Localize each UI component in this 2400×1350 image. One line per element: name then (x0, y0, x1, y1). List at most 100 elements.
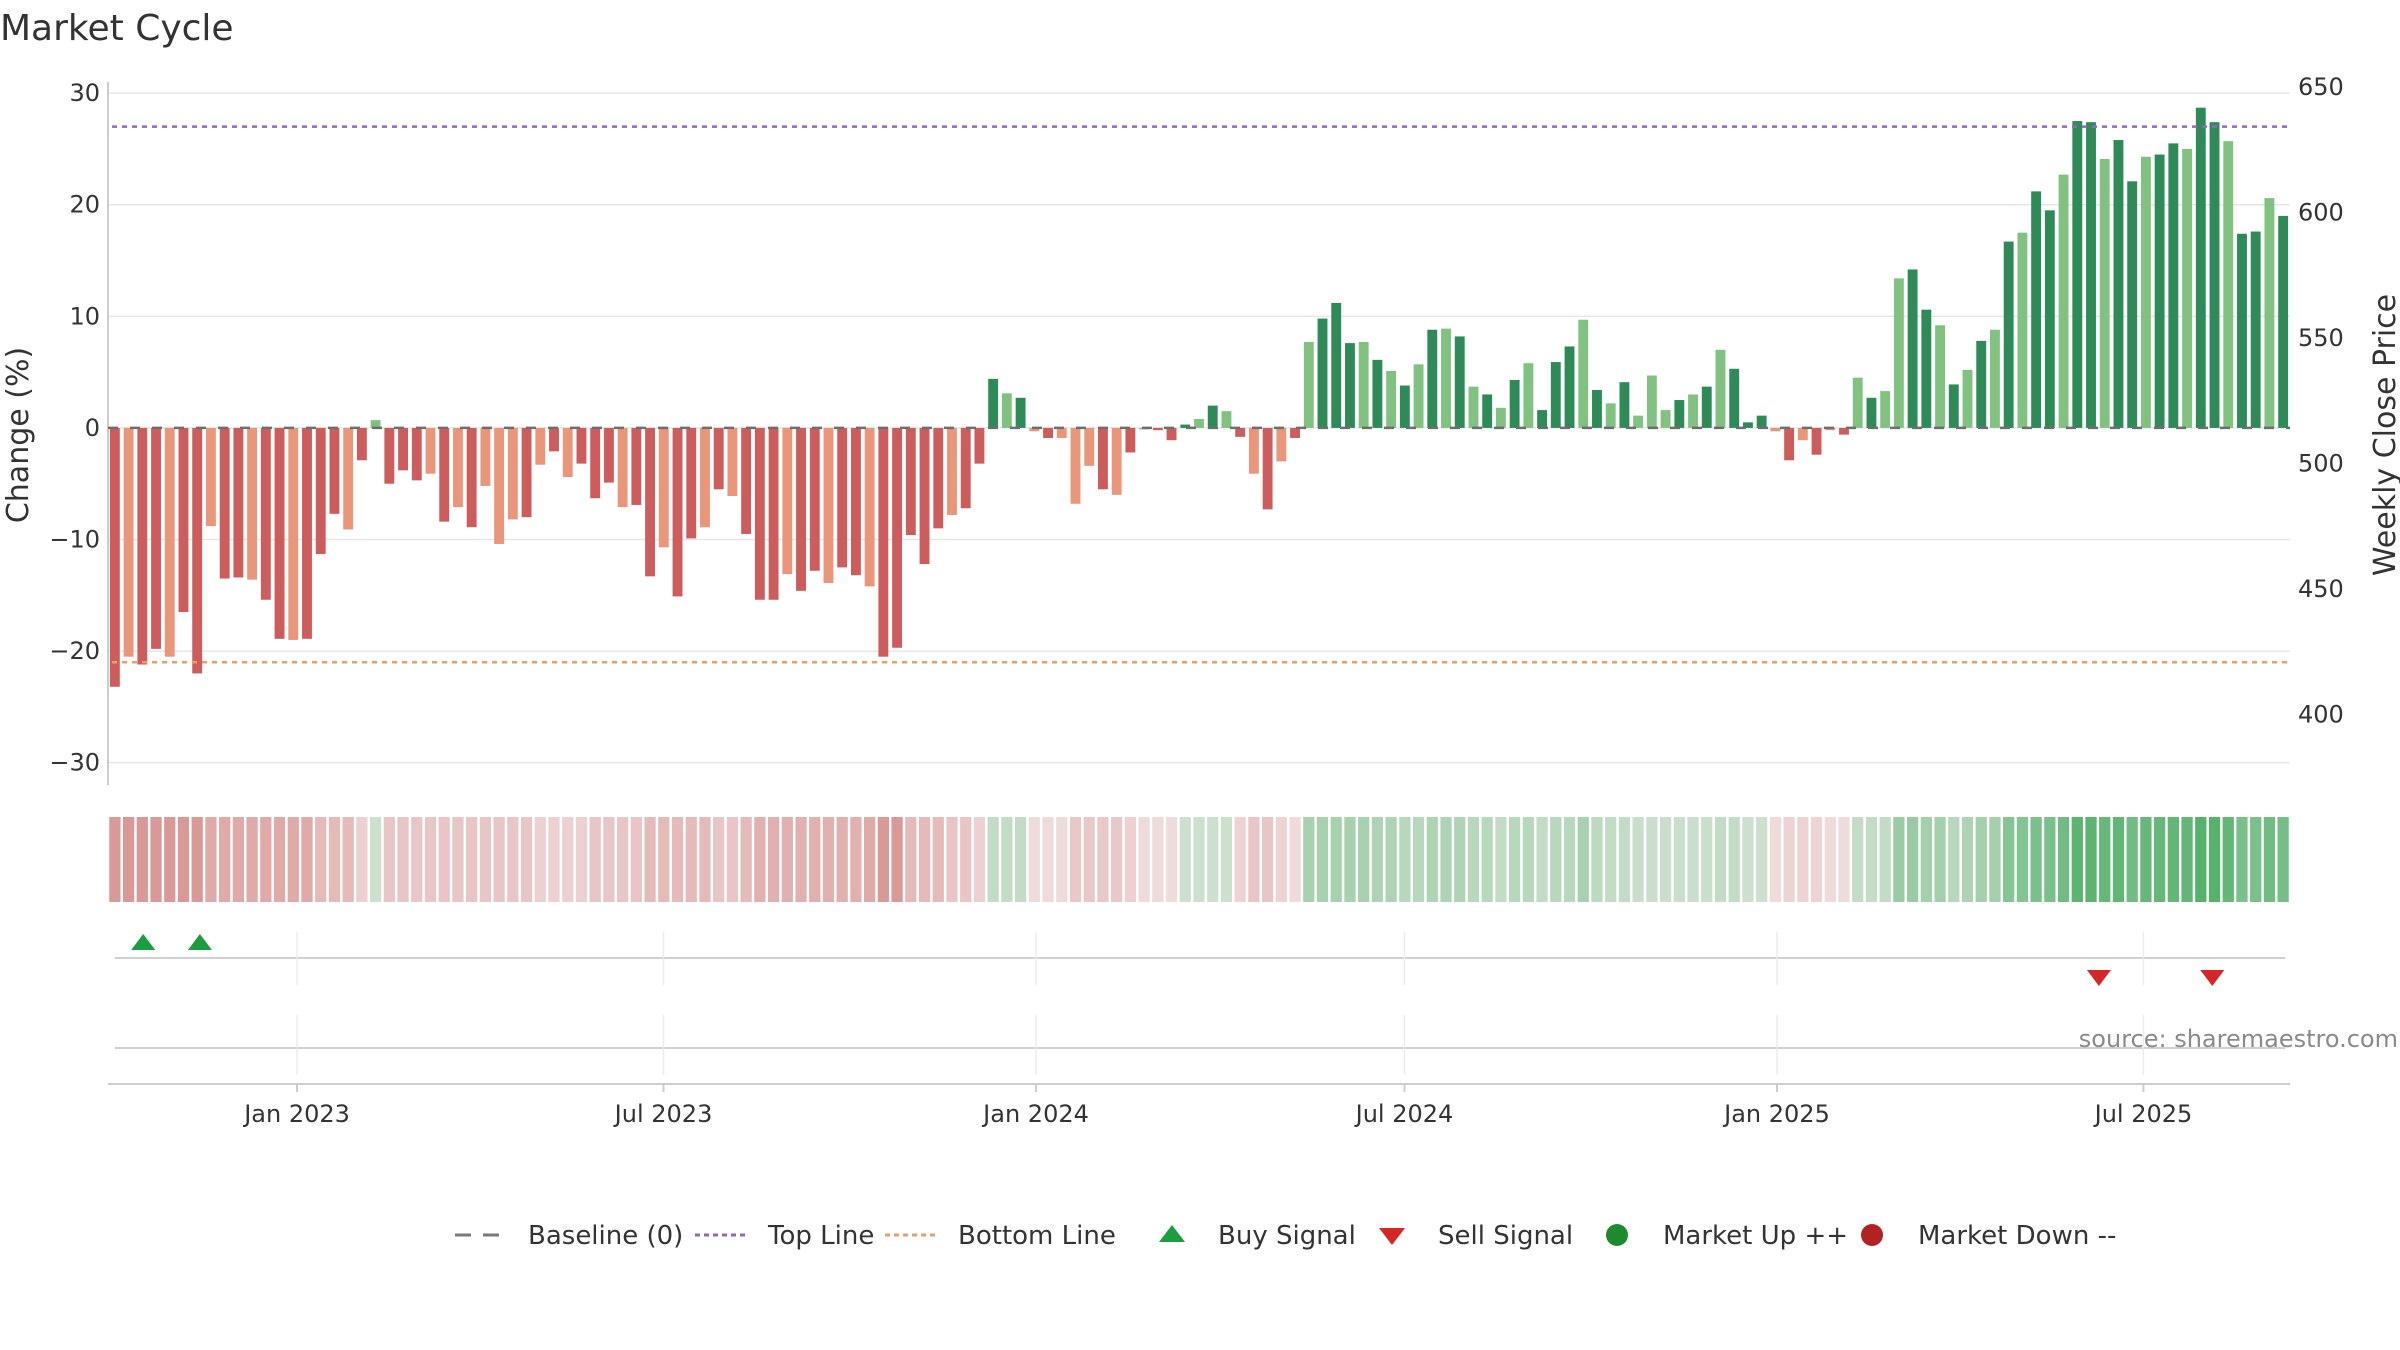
heat-cell (2236, 817, 2248, 902)
bar (205, 427, 216, 527)
bar (1125, 427, 1136, 453)
bar (123, 427, 134, 657)
heat-cell (466, 817, 478, 902)
bar (1482, 394, 1493, 428)
bar (2031, 191, 2042, 428)
heat-cell (2016, 817, 2029, 902)
bar (1935, 325, 1945, 428)
bar (1852, 377, 1863, 428)
bar (2140, 156, 2151, 428)
heat-cell (562, 817, 574, 902)
x-tick-label: Jul 2024 (1354, 1100, 1454, 1128)
bar (1166, 427, 1177, 441)
heat-cell (1303, 817, 1315, 902)
heat-cell (877, 817, 889, 902)
bar (1441, 328, 1451, 428)
heat-cell (438, 817, 450, 902)
heat-cell (1948, 817, 1960, 902)
heat-cell (1893, 817, 1905, 902)
bar (164, 427, 175, 657)
heat-cell (383, 817, 395, 902)
bar (1015, 397, 1026, 428)
heat-cell (2112, 817, 2125, 902)
heat-cell (2222, 817, 2234, 902)
bar (1578, 319, 1589, 428)
heat-cell (424, 817, 437, 902)
heat-cell (1550, 817, 1562, 902)
bar (466, 427, 477, 528)
heat-cell (891, 817, 903, 902)
heat-cell (1824, 817, 1836, 902)
buy-signal-marker (131, 934, 156, 950)
bar (2237, 233, 2247, 428)
bar (1742, 422, 1753, 428)
heat-cell (1275, 817, 1287, 902)
heat-cell (411, 817, 423, 902)
heat-cell (1467, 817, 1480, 902)
bar (549, 427, 559, 452)
bar (1770, 427, 1781, 432)
heat-cell (1330, 817, 1342, 902)
heat-cell (548, 817, 560, 902)
bar (1619, 382, 1630, 428)
heat-cell (1838, 817, 1850, 902)
bar (356, 427, 367, 461)
bar (905, 427, 916, 536)
legend: Baseline (0) Top Line Bottom Line Buy Signa… (455, 1221, 2116, 1251)
heat-cell (2140, 817, 2152, 902)
heat-cell (987, 817, 999, 902)
heat-cell (1316, 817, 1329, 902)
bar (1194, 418, 1204, 428)
bar (1276, 427, 1287, 462)
heat-cell (1138, 817, 1150, 902)
heat-cell (1124, 817, 1137, 902)
bar (837, 427, 848, 568)
bar (1729, 368, 1740, 428)
bar (521, 427, 532, 518)
legend-item: Bottom Line (885, 1221, 1116, 1251)
heat-cell (2085, 817, 2097, 902)
heat-cell (301, 817, 313, 902)
heat-cell (1152, 817, 1164, 902)
heat-cell (1879, 817, 1891, 902)
bar (1290, 427, 1300, 438)
bar (1605, 403, 1616, 428)
heat-cell (1261, 817, 1274, 902)
heat-cell (479, 817, 492, 902)
bar (1454, 336, 1465, 428)
bar (1509, 379, 1520, 428)
heat-cell (2167, 817, 2179, 902)
bar (919, 427, 930, 565)
heat-cell (1248, 817, 1260, 902)
y2-tick-label: 450 (2298, 575, 2344, 603)
heat-cell (177, 817, 190, 902)
bar (1839, 427, 1849, 435)
heat-cell (273, 817, 286, 902)
bar (1907, 269, 1918, 428)
legend-swatch (1606, 1224, 1628, 1246)
y-tick-label: −30 (49, 749, 100, 777)
heat-cell (1961, 817, 1974, 902)
bar (631, 427, 642, 505)
heat-cell (1111, 817, 1123, 902)
y-tick-label: 30 (69, 79, 100, 107)
legend-label: Top Line (767, 1221, 874, 1251)
bars-layer (109, 107, 2289, 687)
bar (1207, 405, 1218, 428)
heat-cell (1742, 817, 1754, 902)
bar (864, 427, 875, 587)
bar (1893, 278, 1904, 428)
bar (1235, 427, 1246, 437)
bar (1990, 329, 2000, 428)
heat-cell (164, 817, 176, 902)
bar (1345, 343, 1355, 428)
heat-cell (1797, 817, 1809, 902)
heat-cell (1454, 817, 1466, 902)
bar (1317, 318, 1328, 428)
heat-cell (219, 817, 231, 902)
heat-cell (1591, 817, 1603, 902)
legend-label: Baseline (0) (528, 1221, 683, 1251)
heat-cell (1509, 817, 1521, 902)
bar (1523, 363, 1534, 428)
